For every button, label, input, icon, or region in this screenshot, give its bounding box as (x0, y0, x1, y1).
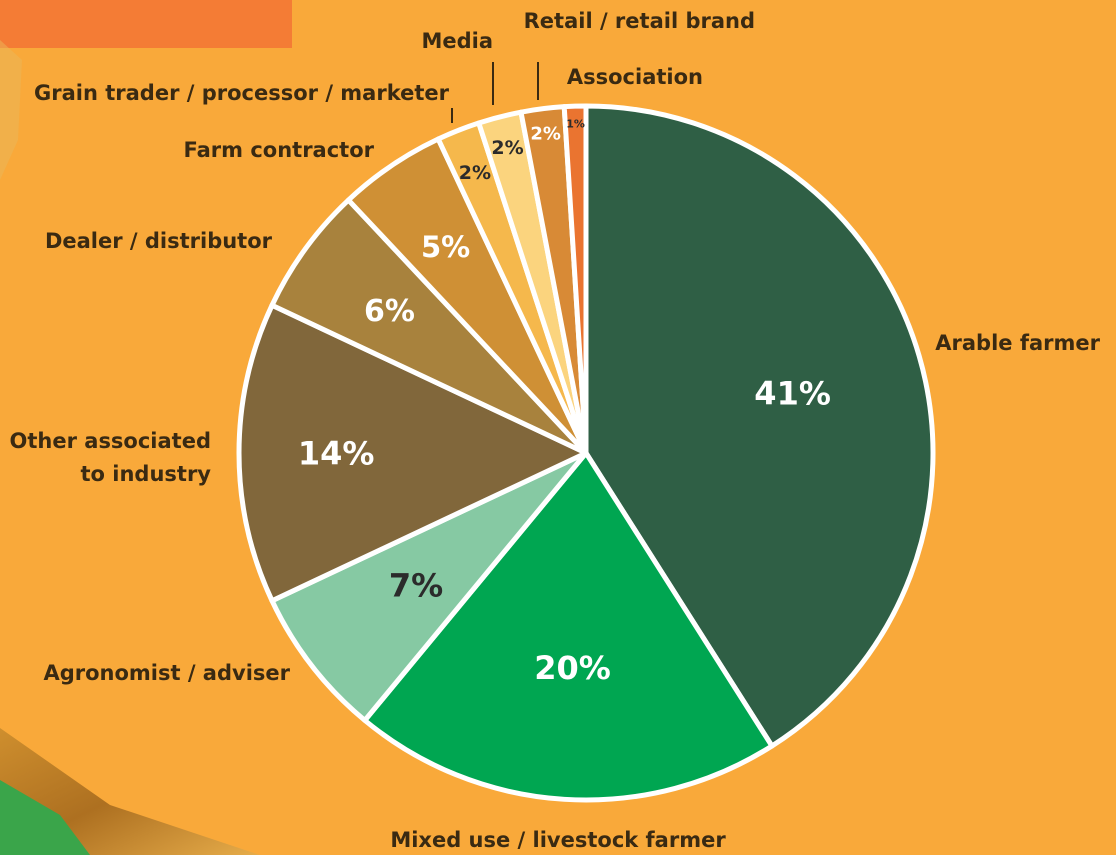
leader-lines (451, 62, 539, 123)
pie-slice (236, 302, 589, 604)
category-label: to industry (81, 462, 212, 486)
data-label: 14% (298, 435, 375, 473)
category-label: Other associated (10, 429, 211, 453)
category-label: Agronomist / adviser (43, 661, 290, 685)
data-label: 2% (530, 123, 561, 144)
data-label: 7% (389, 566, 443, 604)
pie-chart (236, 103, 936, 803)
data-label: 1% (566, 118, 585, 131)
data-label: 5% (421, 230, 470, 264)
category-label: Farm contractor (184, 138, 375, 162)
category-label: Arable farmer (935, 331, 1100, 355)
data-label: 41% (754, 375, 831, 413)
pie-slice (269, 197, 589, 456)
pie-slice (362, 450, 775, 803)
pie-slice (269, 450, 589, 723)
category-label: Grain trader / processor / marketer (34, 81, 450, 105)
data-label: 2% (491, 137, 523, 159)
data-label: 20% (534, 649, 611, 687)
data-label: 6% (364, 294, 415, 329)
category-label: Media (421, 29, 493, 53)
category-label: Association (567, 65, 703, 89)
category-label: Dealer / distributor (45, 229, 273, 253)
wheat-decoration (0, 40, 260, 855)
pie-slice (561, 103, 589, 456)
category-label: Mixed use / livestock farmer (390, 828, 726, 852)
percentage-labels: 41%20%7%14%6%5%2%2%2% 1% (298, 118, 831, 688)
category-labels: Arable farmer Mixed use / livestock farme… (10, 9, 1101, 852)
data-label: 2% (459, 162, 491, 184)
category-label: Retail / retail brand (524, 9, 755, 33)
top-banner (0, 0, 292, 48)
